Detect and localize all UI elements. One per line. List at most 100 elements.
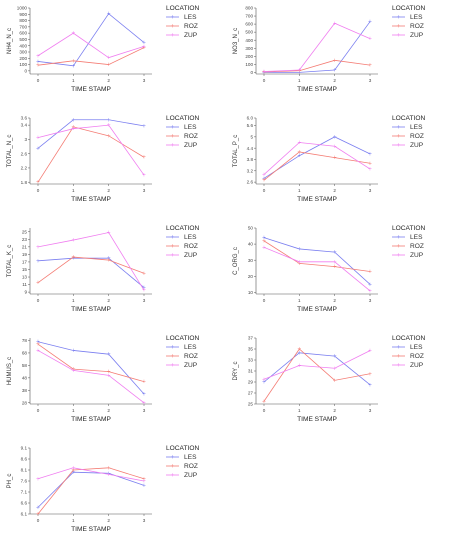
x-tick-label: 1: [72, 188, 75, 193]
legend-marker: +: [396, 363, 400, 369]
data-point-zup: +: [297, 67, 301, 73]
y-tick-label: 7.6: [21, 479, 28, 484]
data-point-zup: +: [36, 476, 40, 482]
legend-item-les: LES: [410, 124, 423, 131]
y-tick-label: 0: [250, 70, 253, 75]
data-point-zup: +: [36, 244, 40, 250]
data-point-les: +: [142, 483, 146, 489]
legend-item-zup: ZUP: [410, 142, 424, 149]
x-tick-label: 0: [37, 408, 40, 413]
x-tick-label: 0: [37, 298, 40, 303]
legend-item-zup: ZUP: [410, 32, 424, 39]
y-tick-label: 30: [248, 258, 254, 263]
x-axis-label: TIME STAMP: [297, 86, 337, 93]
x-tick-label: 2: [107, 78, 110, 83]
y-tick-label: 2.6: [21, 151, 28, 156]
legend-item-roz: ROZ: [184, 133, 198, 140]
y-tick-label: 33: [248, 358, 254, 363]
series-line-les: [263, 237, 371, 285]
data-point-zup: +: [36, 53, 40, 59]
legend-title: LOCATION: [166, 115, 199, 122]
data-point-roz: +: [142, 45, 146, 51]
y-tick-label: 100: [19, 62, 27, 67]
data-point-les: +: [71, 117, 75, 123]
y-tick-label: 1000: [17, 6, 28, 11]
legend-item-roz: ROZ: [184, 23, 198, 30]
x-tick-label: 0: [37, 518, 40, 523]
x-tick-label: 3: [143, 408, 146, 413]
data-point-roz: +: [297, 68, 301, 74]
y-tick-label: 3.2: [247, 168, 254, 173]
data-point-roz: +: [142, 271, 146, 277]
y-axis-label: NH4_N_c: [7, 28, 13, 54]
y-tick-label: 50: [248, 226, 254, 231]
legend-item-les: LES: [184, 124, 197, 131]
y-tick-label: 5: [250, 134, 253, 139]
legend-marker: +: [396, 235, 400, 241]
y-tick-label: 700: [245, 14, 253, 19]
data-point-roz: +: [107, 258, 111, 264]
y-tick-label: 19: [22, 252, 28, 257]
chart-ph-c: 6.1 6.6 7.1 7.6 8.1 8.6 9.1 0 1 2 3 TIME STAMP PH_c +…: [7, 445, 199, 533]
legend-marker: +: [396, 33, 400, 39]
y-tick-label: 20: [248, 274, 254, 279]
legend-marker: +: [396, 354, 400, 360]
data-point-zup: +: [142, 400, 146, 406]
y-axis-label: PH_c: [7, 474, 13, 489]
legend-item-roz: ROZ: [410, 353, 424, 360]
data-point-zup: +: [107, 373, 111, 379]
y-tick-label: 10: [248, 290, 254, 295]
y-tick-label: 800: [245, 6, 253, 11]
x-tick-label: 3: [369, 78, 372, 83]
x-axis-label: TIME STAMP: [71, 196, 111, 203]
y-tick-label: 38: [22, 388, 28, 393]
data-point-zup: +: [297, 140, 301, 146]
y-tick-label: 100: [245, 62, 253, 67]
x-tick-label: 2: [333, 298, 336, 303]
data-point-zup: +: [262, 69, 266, 75]
data-point-les: +: [107, 352, 111, 358]
y-tick-label: 21: [22, 244, 28, 249]
y-tick-label: 31: [248, 369, 254, 374]
legend-marker: +: [396, 244, 400, 250]
legend-title: LOCATION: [392, 5, 425, 12]
y-tick-label: 600: [19, 31, 27, 36]
y-tick-label: 200: [19, 56, 27, 61]
y-tick-label: 800: [19, 18, 27, 23]
legend-marker: +: [170, 33, 174, 39]
series-line-roz: [37, 467, 145, 515]
chart-total-n-c: 1.8 2.2 2.6 3 3.4 3.6 0 1 2 3 TIME STAMP TOTAL_N_c +…: [7, 115, 199, 203]
data-point-roz: +: [142, 155, 146, 161]
x-tick-label: 3: [143, 188, 146, 193]
data-point-roz: +: [107, 369, 111, 375]
data-point-roz: +: [368, 269, 372, 275]
y-tick-label: 9.1: [21, 446, 28, 451]
y-tick-label: 4.4: [247, 146, 254, 151]
legend-item-zup: ZUP: [184, 362, 198, 369]
series-line-les: [37, 119, 145, 149]
y-tick-label: 17: [22, 260, 28, 265]
x-tick-label: 1: [72, 78, 75, 83]
data-point-zup: +: [333, 259, 337, 265]
x-axis-label: TIME STAMP: [71, 416, 111, 423]
data-point-les: +: [333, 354, 337, 360]
data-point-les: +: [142, 392, 146, 398]
legend-marker: +: [170, 15, 174, 21]
data-point-les: +: [36, 505, 40, 511]
data-point-zup: +: [262, 172, 266, 178]
data-point-roz: +: [71, 255, 75, 261]
x-tick-label: 1: [72, 298, 75, 303]
y-tick-label: 8.1: [21, 468, 28, 473]
x-tick-label: 3: [143, 518, 146, 523]
y-tick-label: 13: [22, 275, 28, 280]
data-point-roz: +: [333, 155, 337, 161]
x-tick-label: 0: [37, 188, 40, 193]
series-line-roz: [37, 126, 145, 183]
x-tick-label: 2: [107, 188, 110, 193]
x-tick-label: 0: [37, 78, 40, 83]
data-point-roz: +: [71, 367, 75, 373]
legend-marker: +: [170, 134, 174, 140]
data-point-zup: +: [368, 166, 372, 172]
